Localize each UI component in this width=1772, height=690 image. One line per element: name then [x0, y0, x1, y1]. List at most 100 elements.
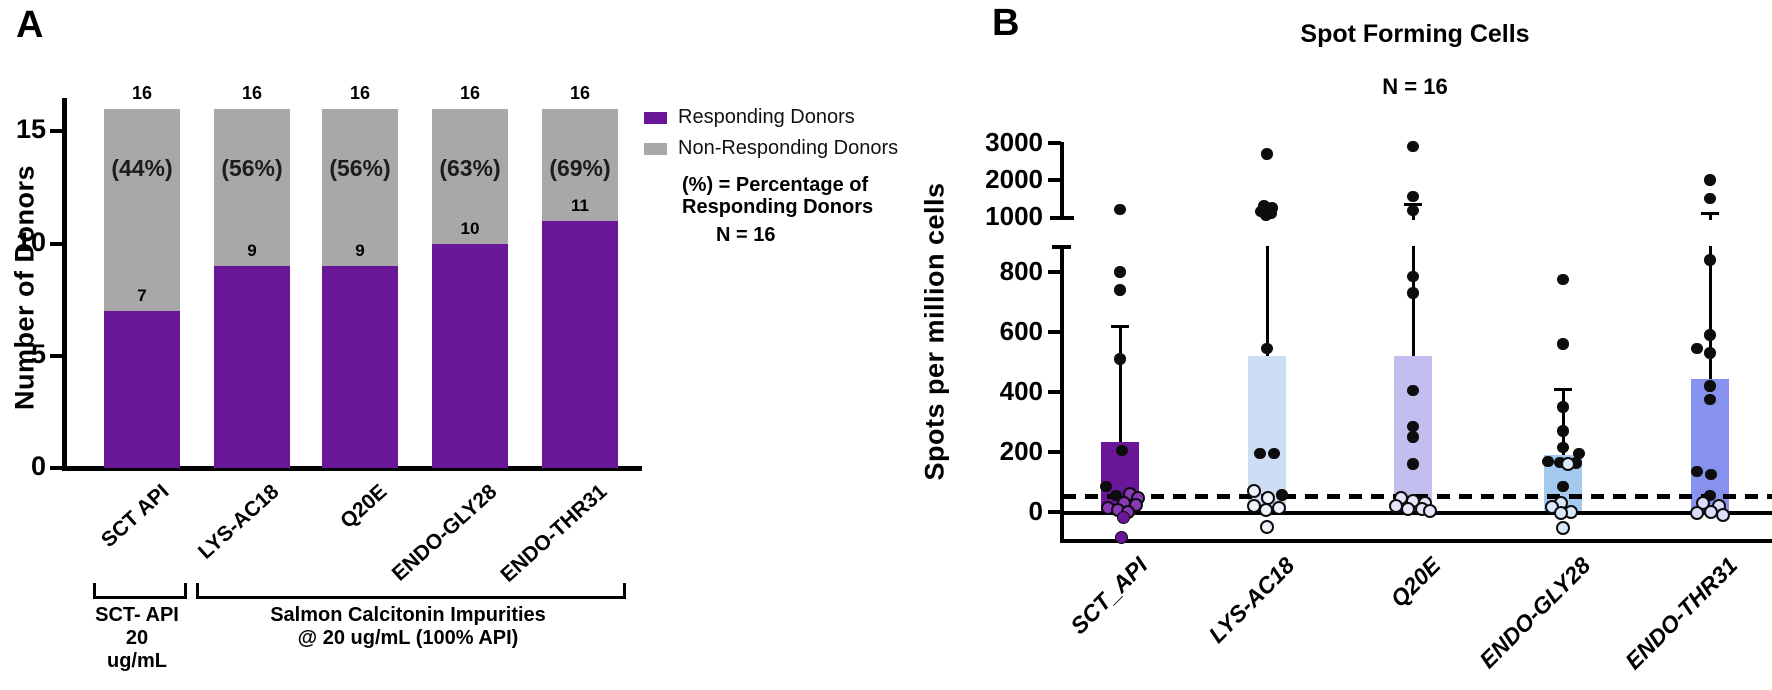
scatter-point	[1116, 511, 1130, 524]
scatter-point	[1114, 266, 1126, 278]
y-axis-tick	[1048, 270, 1061, 274]
y-axis-tick-label: 3000	[985, 127, 1043, 157]
y-axis-tick-label: 800	[999, 256, 1043, 286]
scatter-point	[1268, 447, 1280, 460]
y-axis-tick-label: 5	[30, 338, 46, 369]
legend-label-nonresponding: Non-Responding Donors	[678, 137, 899, 159]
legend-note-line2: Responding Donors	[682, 196, 874, 218]
bar-responding-count-label: 9	[247, 241, 257, 261]
legend-note-line1: (%) = Percentage of	[682, 174, 869, 196]
scatter-point	[1259, 519, 1274, 534]
y-axis-tick	[50, 353, 63, 358]
x-axis-category-label: LYS-AC18	[1203, 552, 1300, 648]
error-bar-cap	[1111, 325, 1129, 328]
scatter-point	[1554, 456, 1566, 469]
scatter-point	[1557, 273, 1569, 286]
scatter-point	[1570, 457, 1582, 469]
panel-b: B Spot Forming Cells N = 16 Spots per mi…	[880, 0, 1772, 690]
x-axis-category-label: LYS-AC18	[193, 480, 284, 564]
scatter-point	[1114, 284, 1126, 296]
scatter-point	[1691, 465, 1703, 478]
error-bar-cap	[1404, 203, 1422, 206]
bar-responding-count-label: 7	[137, 285, 147, 305]
scatter-point	[1260, 209, 1272, 221]
bar-total-label: 16	[349, 83, 371, 103]
y-axis-tick	[1048, 178, 1061, 182]
scatter-point	[1704, 174, 1716, 186]
bar-responding-count-label: 11	[571, 196, 589, 216]
scatter-point	[1407, 420, 1419, 433]
scatter-point	[1261, 148, 1273, 160]
y-axis-tick-label: 200	[999, 436, 1043, 466]
y-axis-tick-label: 600	[999, 316, 1043, 346]
panel-b-n-label: N = 16	[1382, 74, 1448, 99]
scatter-point	[1116, 444, 1128, 457]
scatter-point	[1557, 401, 1569, 413]
scatter-point	[1114, 530, 1128, 544]
y-axis-upper-end-cap	[1050, 216, 1074, 220]
bar-responding	[214, 266, 290, 468]
y-axis-tick-label: 10	[15, 226, 46, 257]
panel-a: A Number of Donors Responding Donors Non…	[0, 0, 899, 690]
scatter-point	[1100, 480, 1112, 493]
bracket-sct-api-label-1: SCT- API	[95, 604, 179, 626]
bar-total-label: 16	[241, 83, 263, 103]
y-axis-tick-label: 15	[15, 114, 46, 145]
x-axis	[62, 466, 642, 471]
bar-responding-count-label: 9	[355, 241, 365, 261]
y-axis-tick	[50, 241, 63, 246]
panel-b-title: Spot Forming Cells	[1300, 20, 1530, 48]
y-axis-tick	[50, 129, 63, 134]
bar-responding	[542, 221, 618, 468]
error-bar-line	[1119, 326, 1122, 442]
bracket-impurities-label-1: Salmon Calcitonin Impurities	[270, 604, 546, 626]
scatter-point	[1276, 489, 1288, 501]
bar-nonresponding	[322, 109, 398, 267]
bar-percent-label: (56%)	[221, 155, 283, 181]
scatter-point	[1271, 500, 1286, 515]
y-axis-tick-label: 0	[1028, 496, 1043, 526]
scatter-point	[1261, 342, 1273, 355]
bottom-frame-line	[1060, 539, 1772, 543]
x-axis-category-label: SCT_API	[1065, 552, 1153, 640]
bar-percent-label: (56%)	[329, 155, 391, 181]
y-axis-tick-label: 1000	[985, 201, 1043, 231]
scatter-point	[1246, 484, 1261, 499]
y-axis	[62, 98, 67, 471]
scatter-point	[1555, 521, 1570, 535]
scatter-point	[1258, 503, 1273, 517]
scatter-point	[1704, 254, 1716, 266]
scatter-point	[1704, 192, 1716, 205]
scatter-point	[1704, 329, 1716, 341]
bar-total-label: 16	[459, 83, 481, 103]
scatter-point	[1704, 489, 1716, 502]
scatter-point	[1704, 380, 1716, 392]
scatter-point	[1114, 353, 1126, 365]
bracket-impurities-label-2: @ 20 ug/mL (100% API)	[297, 627, 519, 649]
y-axis-tick	[1048, 450, 1061, 454]
scatter-point	[1110, 489, 1122, 502]
scatter-point	[1691, 342, 1703, 355]
scatter-point	[1557, 338, 1569, 350]
bar-nonresponding	[104, 109, 180, 311]
error-bar-line	[1562, 389, 1565, 455]
panel-a-y-axis-title: Number of Donors	[9, 165, 40, 411]
y-axis-tick-label: 2000	[985, 164, 1043, 194]
bar-percent-label: (69%)	[549, 155, 611, 181]
error-bar-line-upper	[1709, 213, 1712, 220]
scatter-point	[1407, 384, 1419, 397]
x-axis-category-label: ENDO-GLY28	[387, 480, 502, 586]
bar-nonresponding	[432, 109, 508, 244]
bracket-impurities	[196, 583, 626, 599]
y-axis-tick	[1048, 510, 1061, 514]
scatter-point	[1400, 501, 1415, 516]
y-axis-tick	[1048, 330, 1061, 334]
bar-responding	[104, 310, 180, 468]
bracket-sct-api-label-3: ug/mL	[107, 650, 167, 672]
x-axis-category-label: ENDO-THR31	[1620, 552, 1743, 675]
x-axis-category-label: ENDO-GLY28	[1474, 552, 1596, 674]
error-bar-line-lower	[1412, 246, 1415, 356]
bar-responding-count-label: 10	[460, 218, 480, 238]
legend-swatch-nonresponding	[644, 143, 667, 155]
